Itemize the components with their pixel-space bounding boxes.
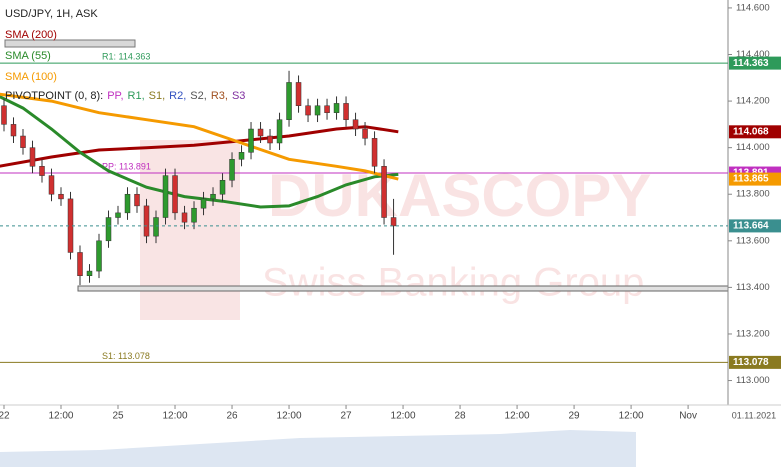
candle-body — [219, 180, 226, 195]
x-tick-label: 12:00 — [277, 411, 302, 422]
pivot-price-box — [729, 355, 781, 369]
sma-price-box — [729, 125, 781, 139]
candle-body — [172, 175, 178, 214]
legend-entry: SMA (55) — [5, 50, 51, 62]
candle-body — [210, 193, 216, 200]
x-tick-label: 12:00 — [505, 411, 530, 422]
pivot-legend-item: S2, — [190, 90, 207, 102]
x-tick-label: Nov — [679, 411, 697, 422]
volume-area — [0, 430, 636, 467]
candle-body — [143, 205, 150, 237]
sma-price-label: 113.865 — [733, 174, 769, 185]
pivot-legend-item: S1, — [149, 90, 166, 102]
pivot-price-label: 114.363 — [733, 58, 769, 69]
candle-body — [362, 128, 368, 139]
y-tick-label: 113.800 — [736, 189, 770, 200]
legend-entry: SMA (200) — [5, 29, 57, 41]
x-tick-label: 12:00 — [163, 411, 188, 422]
y-tick-label: 114.400 — [736, 49, 770, 60]
candle-body — [248, 128, 254, 153]
candle-body — [77, 252, 83, 276]
candle-body — [105, 217, 112, 242]
candle-body — [20, 135, 26, 148]
pivot-legend: PIVOTPOINT (0, 8): PP, R1, S1, R2, S2, R3, S3 — [5, 90, 245, 102]
candle-body — [305, 105, 311, 116]
pivot-price-box — [729, 56, 781, 70]
x-tick-label: 12:00 — [48, 411, 73, 422]
y-tick-label: 113.200 — [736, 328, 770, 339]
candle-body — [314, 105, 321, 116]
y-tick-label: 114.600 — [736, 2, 770, 13]
legend-bar — [4, 39, 136, 48]
x-tick-label: 12:00 — [391, 411, 416, 422]
x-tick-label: 12:00 — [619, 411, 644, 422]
candle-body — [1, 105, 7, 125]
x-tick-label: 28 — [454, 411, 466, 422]
candle-body — [229, 159, 235, 181]
candle-body — [39, 166, 45, 176]
candle-body — [343, 103, 349, 120]
pivot-label: PP: 113.891 — [102, 161, 151, 171]
legend-entry: SMA (100) — [5, 71, 57, 83]
pivot-legend-item: S3 — [232, 90, 245, 102]
pivot-legend-item: R1, — [128, 90, 145, 102]
pivot-legend-item: R3, — [211, 90, 228, 102]
watermark: DUKASCOPY Swiss Banking Group — [140, 140, 651, 320]
candle-body — [295, 82, 302, 106]
pivot-label: R1: 114.363 — [102, 51, 150, 61]
sma-price-label: 114.068 — [733, 126, 769, 137]
candle-body — [381, 166, 387, 218]
candle-body — [257, 128, 264, 137]
candle-body — [286, 82, 292, 120]
candle-body — [181, 212, 188, 223]
sma-line — [0, 92, 399, 181]
candle-body — [29, 147, 36, 167]
pivot-legend-item: PP, — [107, 90, 123, 102]
x-tick-label: 26 — [226, 411, 238, 422]
candle-body — [324, 105, 330, 113]
y-tick-label: 113.000 — [736, 375, 770, 386]
watermark-brand: DUKASCOPY — [268, 162, 651, 229]
date-label: 01.11.2021 — [732, 410, 776, 420]
x-tick-label: 29 — [569, 411, 581, 422]
candle-body — [238, 152, 245, 160]
y-tick-label: 114.000 — [736, 142, 770, 153]
candle-body — [124, 193, 131, 214]
pivot-legend-item: R2, — [169, 90, 186, 102]
current-price-label: 113.664 — [733, 221, 769, 232]
watermark-tagline: Swiss Banking Group — [262, 261, 644, 305]
candle-body — [333, 103, 340, 113]
pivot-legend-title: PIVOTPOINT (0, 8): — [5, 90, 103, 102]
pivot-price-label: 113.078 — [733, 357, 769, 368]
y-tick-label: 114.200 — [736, 96, 770, 107]
candle-body — [96, 240, 102, 272]
y-tick-label: 113.600 — [736, 235, 770, 246]
candle-body — [115, 212, 121, 218]
candle-body — [153, 217, 159, 237]
sma-line — [0, 125, 399, 168]
chart-title: USD/JPY, 1H, ASK — [5, 8, 98, 20]
drawn-level — [77, 285, 729, 292]
pivot-label: S1: 113.078 — [102, 351, 150, 361]
candle-body — [267, 135, 273, 144]
candle-body — [276, 119, 283, 144]
candle-body — [10, 124, 17, 137]
candle-body — [134, 193, 140, 207]
candle-body — [48, 175, 55, 195]
sma-price-box — [729, 172, 781, 186]
candle-body — [86, 270, 93, 276]
x-tick-label: 25 — [112, 411, 124, 422]
x-tick-label: 27 — [340, 411, 352, 422]
candle-body — [371, 138, 378, 167]
y-tick-label: 113.400 — [736, 282, 770, 293]
candle-body — [390, 217, 397, 227]
candle-body — [162, 175, 169, 218]
x-tick-label: 22 — [0, 411, 10, 422]
candle-body — [352, 119, 359, 130]
candle-body — [200, 198, 207, 209]
candle-body — [58, 193, 64, 200]
candle-body — [191, 207, 197, 223]
current-price-box — [729, 219, 781, 233]
